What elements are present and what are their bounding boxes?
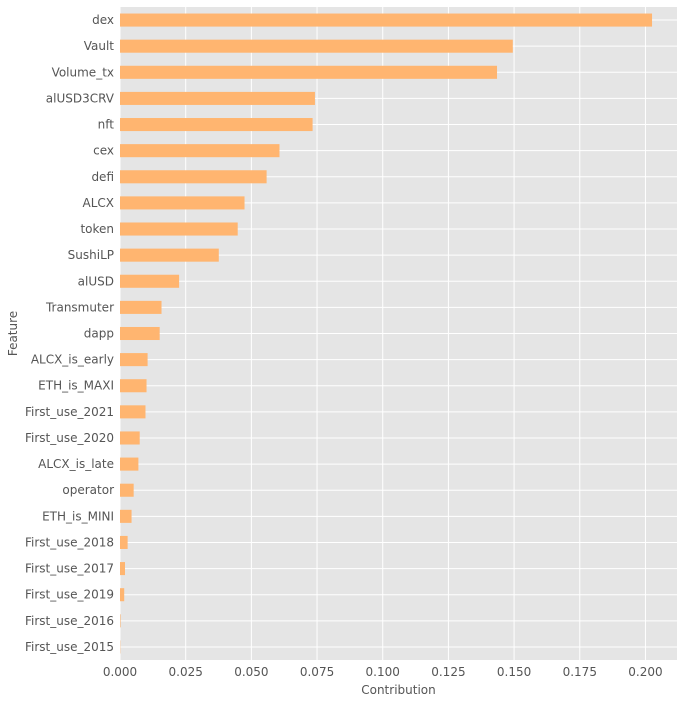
x-tick-label-6: 0.150 [497,665,531,679]
y-tick-label-Transmuter: Transmuter [45,300,114,314]
y-tick-label-dapp: dapp [84,327,114,341]
x-tick-label-2: 0.050 [234,665,268,679]
y-tick-labels: dex Vault Volume_tx alUSD3CRV nft cex defi ALCX… [25,13,115,654]
x-tick-labels: 0.000 0.025 0.050 0.075 0.100 0.125 0.150 0.175… [103,665,663,679]
y-tick-label-First_use_2020: First_use_2020 [25,431,114,445]
y-tick-label-Volume_tx: Volume_tx [52,65,114,79]
y-tick-label-First_use_2019: First_use_2019 [25,588,114,602]
bar-First_use_2019 [120,588,125,602]
bar-First_use_2018 [120,535,128,549]
bar-token [120,222,238,236]
y-tick-label-token: token [80,222,114,236]
y-tick-label-First_use_2015: First_use_2015 [25,640,114,654]
bar-SushiLP [120,248,219,262]
bar-dex [120,13,653,27]
y-tick-label-ETH_is_MAXI: ETH_is_MAXI [38,379,114,393]
bar-ALCX_is_late [120,457,139,471]
y-tick-label-First_use_2018: First_use_2018 [25,535,114,549]
bar-ETH_is_MINI [120,509,132,523]
x-tick-label-4: 0.100 [366,665,400,679]
y-tick-label-dex: dex [92,13,114,27]
bar-First_use_2016 [120,614,121,628]
x-tick-label-0: 0.000 [103,665,137,679]
bar-First_use_2020 [120,431,140,445]
bar-alUSD [120,274,180,288]
y-tick-label-SushiLP: SushiLP [68,248,114,262]
bar-dapp [120,326,160,341]
y-tick-label-ALCX_is_late: ALCX_is_late [38,457,114,471]
y-tick-label-defi: defi [91,170,114,184]
y-tick-label-ALCX_is_early: ALCX_is_early [31,353,114,367]
y-tick-label-operator: operator [62,483,114,497]
y-tick-label-First_use_2017: First_use_2017 [25,562,114,576]
bar-ALCX_is_early [120,353,148,367]
x-axis-label: Contribution [361,683,436,697]
y-tick-label-nft: nft [98,118,115,132]
y-tick-label-Vault: Vault [84,39,115,53]
bar-Transmuter [120,300,162,314]
y-tick-label-First_use_2021: First_use_2021 [25,405,114,419]
y-tick-label-ALCX: ALCX [83,196,115,210]
bar-Volume_tx [120,65,498,79]
y-axis-label: Feature [6,311,20,356]
x-tick-label-8: 0.200 [628,665,662,679]
bar-alUSD3CRV [120,91,315,105]
bar-defi [120,170,267,184]
y-tick-label-ETH_is_MINI: ETH_is_MINI [42,509,114,523]
bar-First_use_2021 [120,405,146,419]
bars [120,13,653,654]
x-tick-label-5: 0.125 [431,665,465,679]
bar-cex [120,144,280,158]
y-tick-label-alUSD3CRV: alUSD3CRV [46,91,115,105]
bar-Vault [120,39,513,53]
bar-ETH_is_MAXI [120,379,147,393]
y-tick-label-cex: cex [93,144,114,158]
bar-First_use_2017 [120,562,125,576]
x-tick-label-7: 0.175 [563,665,597,679]
bar-ALCX [120,196,245,210]
bar-nft [120,118,313,132]
x-tick-label-3: 0.075 [300,665,334,679]
y-tick-label-First_use_2016: First_use_2016 [25,614,114,628]
x-tick-label-1: 0.025 [169,665,203,679]
y-tick-label-alUSD: alUSD [78,274,114,288]
bar-operator [120,483,134,497]
